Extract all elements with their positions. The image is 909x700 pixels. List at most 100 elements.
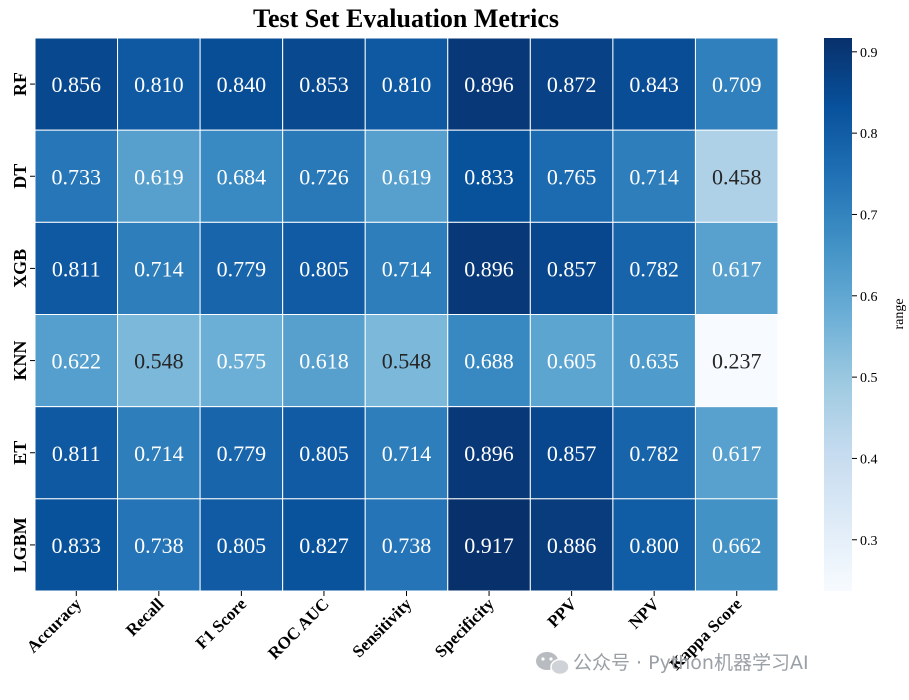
cell-value-label: 0.733 [52, 164, 102, 189]
column-label: PPV [544, 594, 581, 631]
cell-value-label: 0.782 [629, 441, 679, 466]
row-label: KNN [10, 341, 30, 381]
cell-value-label: 0.237 [712, 349, 762, 374]
column-label: F1 Score [192, 594, 251, 653]
colorbar-tick-label: 0.9 [860, 46, 878, 61]
cell-value-label: 0.805 [299, 256, 349, 281]
heatmap-cell [612, 314, 696, 408]
heatmap-cell [34, 314, 119, 408]
cell-value-label: 0.635 [629, 349, 679, 374]
row-label: ET [10, 441, 30, 465]
row-label: XGB [10, 249, 30, 288]
cell-value-label: 0.805 [299, 441, 349, 466]
cell-value-label: 0.779 [217, 441, 267, 466]
cell-value-label: 0.714 [134, 256, 184, 281]
cell-value-label: 0.857 [547, 256, 597, 281]
cell-value-label: 0.617 [712, 441, 762, 466]
cell-value-label: 0.782 [629, 256, 679, 281]
column-label: Specificity [431, 594, 498, 661]
cell-value-label: 0.779 [217, 256, 267, 281]
cell-value-label: 0.886 [547, 533, 597, 558]
cell-value-label: 0.714 [382, 441, 432, 466]
colorbar-tick-label: 0.8 [860, 127, 878, 142]
row-labels: RF DT XGB KNN ET LGBM [10, 72, 35, 572]
heatmap-cell [364, 37, 449, 131]
heatmap-cell [612, 498, 696, 592]
cell-value-label: 0.765 [547, 164, 597, 189]
colorbar-gradient [824, 38, 852, 591]
heatmap-cell [282, 314, 366, 408]
heatmap-cell [117, 221, 201, 315]
heatmap-cell [34, 129, 119, 223]
heatmap-cell [117, 406, 201, 500]
chart-title: Test Set Evaluation Metrics [253, 4, 559, 33]
heatmap-cell [117, 314, 201, 408]
cell-value-label: 0.684 [217, 164, 267, 189]
cell-value-label: 0.872 [547, 72, 597, 97]
cell-value-label: 0.575 [217, 349, 267, 374]
heatmap-cell [282, 221, 366, 315]
cell-value-label: 0.622 [52, 349, 102, 374]
cell-value-label: 0.605 [547, 349, 597, 374]
cell-value-label: 0.827 [299, 533, 349, 558]
heatmap-cell [117, 37, 201, 131]
heatmap-cell [364, 129, 449, 223]
cell-value-label: 0.688 [464, 349, 514, 374]
cell-value-label: 0.833 [52, 533, 102, 558]
cell-value-label: 0.833 [464, 164, 514, 189]
colorbar-tick-label: 0.7 [860, 208, 878, 223]
heatmap-cells: 0.856 0.810 0.840 0.853 0.810 0.896 0.872 0.843… [34, 37, 779, 592]
cell-value-label: 0.738 [134, 533, 184, 558]
heatmap-cell [694, 129, 779, 223]
heatmap-cell [694, 314, 779, 408]
heatmap-cell [529, 221, 614, 315]
colorbar-label: range [892, 298, 907, 329]
colorbar: 0.3 0.4 0.5 0.6 0.7 0.8 0.9 range [824, 38, 907, 591]
cell-value-label: 0.811 [52, 256, 101, 281]
heatmap-cell [34, 498, 119, 592]
heatmap-cell [694, 221, 779, 315]
colorbar-tick-label: 0.6 [860, 290, 878, 305]
column-label: NPV [625, 594, 664, 633]
heatmap-cell [694, 498, 779, 592]
cell-value-label: 0.458 [712, 164, 762, 189]
column-label: Sensitivity [348, 594, 415, 661]
heatmap-cell [529, 406, 614, 500]
heatmap-cell [282, 37, 366, 131]
heatmap-cell [34, 221, 119, 315]
heatmap-cell [34, 406, 119, 500]
cell-value-label: 0.619 [382, 164, 432, 189]
watermark-text: 公众号 · Python机器学习AI [573, 652, 809, 674]
heatmap-cell [34, 37, 119, 131]
wechat-icon [536, 652, 570, 676]
heatmap-cell [447, 498, 531, 592]
heatmap-cell [282, 406, 366, 500]
column-label: Accuracy [23, 594, 86, 657]
cell-value-label: 0.548 [134, 349, 184, 374]
row-label: LGBM [10, 517, 30, 572]
colorbar-tick-label: 0.5 [860, 371, 878, 386]
cell-value-label: 0.896 [464, 72, 514, 97]
heatmap-cell [364, 221, 449, 315]
heatmap-cell [117, 498, 201, 592]
cell-value-label: 0.800 [629, 533, 679, 558]
heatmap-cell [199, 129, 284, 223]
cell-value-label: 0.714 [629, 164, 679, 189]
heatmap-cell [364, 498, 449, 592]
heatmap-cell [447, 406, 531, 500]
heatmap-cell [447, 129, 531, 223]
colorbar-tick-label: 0.4 [860, 452, 878, 467]
cell-value-label: 0.738 [382, 533, 432, 558]
heatmap-cell [199, 498, 284, 592]
cell-value-label: 0.709 [712, 72, 762, 97]
cell-value-label: 0.726 [299, 164, 349, 189]
cell-value-label: 0.619 [134, 164, 184, 189]
colorbar-tick-label: 0.3 [860, 534, 878, 549]
heatmap-cell [282, 498, 366, 592]
cell-value-label: 0.618 [299, 349, 349, 374]
cell-value-label: 0.896 [464, 441, 514, 466]
heatmap-cell [694, 406, 779, 500]
watermark: 公众号 · Python机器学习AI [536, 652, 809, 676]
cell-value-label: 0.853 [299, 72, 349, 97]
